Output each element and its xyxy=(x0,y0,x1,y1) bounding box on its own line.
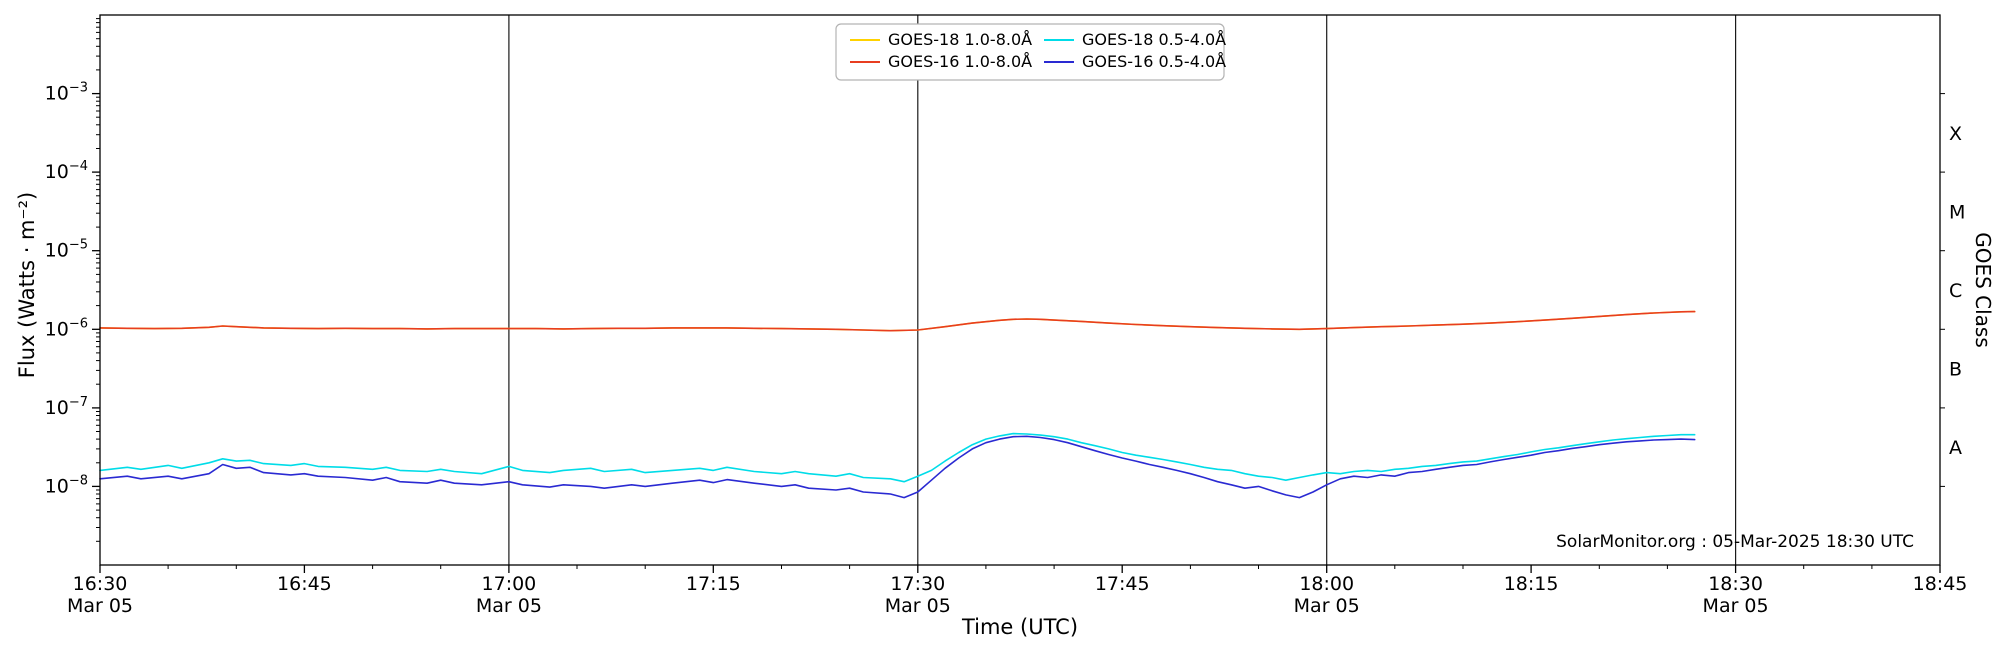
y-tick-label: 10−8 xyxy=(45,473,88,497)
x-tick-time-label: 17:15 xyxy=(686,573,741,595)
x-axis-title: Time (UTC) xyxy=(961,615,1079,639)
x-tick-time-label: 18:45 xyxy=(1913,573,1968,595)
series-line-goes-16-0-5-4-0 xyxy=(99,435,1696,499)
y-tick-label: 10−3 xyxy=(45,81,88,105)
x-tick-date-label: Mar 05 xyxy=(1294,595,1360,617)
x-tick-time-label: 16:30 xyxy=(73,573,128,595)
x-tick-time-label: 17:30 xyxy=(890,573,945,595)
goes-class-label-b: B xyxy=(1949,359,1962,381)
x-tick-time-label: 18:15 xyxy=(1504,573,1559,595)
legend-label-goes-16-0-5-4-0: GOES-16 0.5-4.0Å xyxy=(1082,52,1226,71)
x-tick-time-label: 16:45 xyxy=(277,573,332,595)
goes-class-label-c: C xyxy=(1949,280,1962,302)
x-tick-date-label: Mar 05 xyxy=(476,595,542,617)
plot-frame xyxy=(99,14,1941,566)
x-tick-date-label: Mar 05 xyxy=(1703,595,1769,617)
goes-class-label-a: A xyxy=(1949,437,1962,459)
y-tick-label: 10−5 xyxy=(45,238,88,262)
y-tick-label: 10−7 xyxy=(45,395,88,419)
x-tick-date-label: Mar 05 xyxy=(885,595,951,617)
x-tick-time-label: 18:00 xyxy=(1299,573,1354,595)
y-tick-label: 10−4 xyxy=(45,159,88,183)
legend-label-goes-18-1-0-8-0: GOES-18 1.0-8.0Å xyxy=(888,30,1032,49)
goes-class-label-m: M xyxy=(1949,202,1965,224)
series-line-goes-16-1-0-8-0 xyxy=(99,310,1696,332)
x-tick-time-label: 18:30 xyxy=(1708,573,1763,595)
y-tick-label: 10−6 xyxy=(45,316,88,340)
right-axis-title: GOES Class xyxy=(1971,232,1995,348)
goes-class-label-x: X xyxy=(1949,123,1962,145)
watermark: SolarMonitor.org : 05-Mar-2025 18:30 UTC xyxy=(1556,532,1914,552)
y-axis-title: Flux (Watts · m⁻²) xyxy=(15,191,39,379)
series-line-goes-18-0-5-4-0 xyxy=(99,432,1696,483)
x-tick-time-label: 17:00 xyxy=(482,573,537,595)
x-tick-date-label: Mar 05 xyxy=(67,595,133,617)
legend-box xyxy=(835,23,1225,81)
legend-label-goes-18-0-5-4-0: GOES-18 0.5-4.0Å xyxy=(1082,30,1226,49)
x-tick-time-label: 17:45 xyxy=(1095,573,1150,595)
legend-label-goes-16-1-0-8-0: GOES-16 1.0-8.0Å xyxy=(888,52,1032,71)
